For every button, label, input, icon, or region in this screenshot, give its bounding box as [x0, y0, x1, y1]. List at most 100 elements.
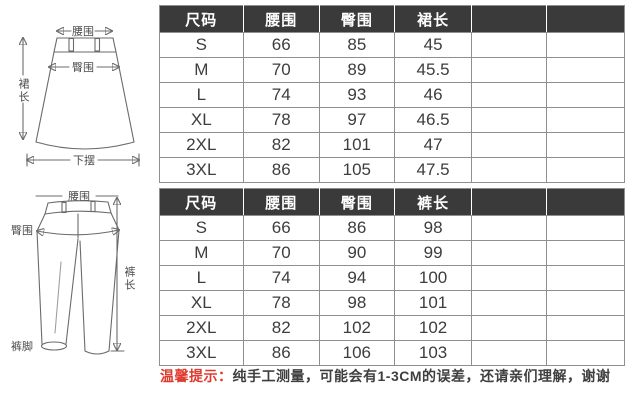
- pants-cuff-label: 裤脚: [11, 339, 33, 353]
- table-cell: 78: [242, 107, 320, 133]
- table-row: 3XL 86 106 103: [159, 340, 625, 366]
- skirt-waist-label: 腰围: [72, 25, 94, 38]
- note-prefix: 温馨提示：: [160, 368, 233, 384]
- column-header: 裙长: [393, 5, 473, 33]
- column-header: [471, 5, 548, 33]
- pants-line-drawing-icon: 腰围 臀围 裤长 裤脚: [11, 190, 136, 355]
- table-cell: [471, 157, 548, 183]
- column-header: 尺码: [159, 5, 244, 33]
- table-cell: [546, 32, 625, 58]
- table-cell: [471, 315, 548, 341]
- table-cell: [471, 32, 548, 58]
- table-cell: XL: [159, 290, 244, 316]
- table-cell: [471, 57, 548, 83]
- pants-hip-label: 臀围: [11, 224, 33, 237]
- table-cell: 82: [242, 315, 320, 341]
- table-row: XL 78 97 46.5: [159, 107, 625, 133]
- table-row: M 70 90 99: [159, 240, 625, 266]
- table-cell: 85: [318, 32, 395, 58]
- table-cell: 47.5: [393, 157, 473, 183]
- table-cell: 66: [242, 32, 320, 58]
- column-header: 腰围: [242, 5, 320, 33]
- table-cell: S: [159, 215, 244, 241]
- table-cell: 101: [318, 132, 395, 158]
- table-cell: [546, 240, 625, 266]
- table-cell: 3XL: [159, 157, 244, 183]
- pants-measurement-sketch: 腰围 臀围 裤长 裤脚: [8, 186, 158, 373]
- table-cell: [471, 265, 548, 291]
- pants-size-table: 尺码 腰围 臀围 裤长 S 66 86 98 M 70 90 99 L 74 94 100 XL 78 98 101 2…: [159, 188, 625, 366]
- table-cell: [546, 215, 625, 241]
- skirt-line-drawing-icon: 腰围 臀围 裙长 下摆: [17, 25, 158, 167]
- table-cell: [546, 265, 625, 291]
- header-row: 尺码 腰围 臀围 裤长: [159, 188, 625, 216]
- table-cell: M: [159, 240, 244, 266]
- table-cell: L: [159, 82, 244, 108]
- table-cell: 46: [393, 82, 473, 108]
- table-cell: [546, 82, 625, 108]
- skirt-size-table: 尺码 腰围 臀围 裙长 S 66 85 45 M 70 89 45.5 L 74 93 46 XL 78 97 46.…: [159, 5, 625, 183]
- table-cell: 102: [393, 315, 473, 341]
- column-header: 尺码: [159, 188, 244, 216]
- table-cell: 2XL: [159, 315, 244, 341]
- table-cell: 47: [393, 132, 473, 158]
- table-cell: 106: [318, 340, 395, 366]
- table-cell: 97: [318, 107, 395, 133]
- pants-length-label: 裤长: [123, 265, 136, 292]
- table-cell: 82: [242, 132, 320, 158]
- skirt-length-label: 裙长: [17, 78, 30, 104]
- table-cell: 74: [242, 82, 320, 108]
- table-cell: M: [159, 57, 244, 83]
- table-cell: [546, 57, 625, 83]
- table-cell: [471, 107, 548, 133]
- table-cell: L: [159, 265, 244, 291]
- table-row: 2XL 82 101 47: [159, 132, 625, 158]
- table-cell: 105: [318, 157, 395, 183]
- table-cell: XL: [159, 107, 244, 133]
- table-cell: [471, 240, 548, 266]
- table-cell: 2XL: [159, 132, 244, 158]
- table-row: L 74 94 100: [159, 265, 625, 291]
- table-cell: [546, 290, 625, 316]
- table-cell: [546, 107, 625, 133]
- table-cell: [546, 132, 625, 158]
- table-cell: 102: [318, 315, 395, 341]
- column-header: 臀围: [318, 5, 395, 33]
- table-cell: 100: [393, 265, 473, 291]
- column-header: 腰围: [242, 188, 320, 216]
- table-cell: 46.5: [393, 107, 473, 133]
- table-cell: S: [159, 32, 244, 58]
- table-cell: 90: [318, 240, 395, 266]
- table-cell: [546, 315, 625, 341]
- pants-waist-label: 腰围: [68, 190, 90, 203]
- measurement-note: 温馨提示：纯手工测量，可能会有1-3CM的误差，还请亲们理解，谢谢: [160, 366, 611, 386]
- table-cell: 66: [242, 215, 320, 241]
- table-row: M 70 89 45.5: [159, 57, 625, 83]
- table-row: XL 78 98 101: [159, 290, 625, 316]
- table-cell: 45.5: [393, 57, 473, 83]
- table-row: S 66 85 45: [159, 32, 625, 58]
- table-cell: [471, 215, 548, 241]
- skirt-hip-label: 臀围: [72, 61, 94, 74]
- table-cell: 99: [393, 240, 473, 266]
- table-cell: 3XL: [159, 340, 244, 366]
- table-cell: 94: [318, 265, 395, 291]
- column-header: 裤长: [393, 188, 473, 216]
- table-row: 2XL 82 102 102: [159, 315, 625, 341]
- table-row: 3XL 86 105 47.5: [159, 157, 625, 183]
- table-cell: 86: [242, 157, 320, 183]
- table-cell: [471, 340, 548, 366]
- table-cell: 89: [318, 57, 395, 83]
- table-cell: 101: [393, 290, 473, 316]
- table-cell: [546, 340, 625, 366]
- table-row: S 66 86 98: [159, 215, 625, 241]
- table-cell: 98: [393, 215, 473, 241]
- table-cell: 78: [242, 290, 320, 316]
- table-cell: 45: [393, 32, 473, 58]
- skirt-measurement-sketch: 腰围 臀围 裙长 下摆: [8, 3, 158, 190]
- table-cell: 74: [242, 265, 320, 291]
- table-cell: [546, 157, 625, 183]
- table-cell: [471, 132, 548, 158]
- note-body: 纯手工测量，可能会有1-3CM的误差，还请亲们理解，谢谢: [232, 368, 611, 384]
